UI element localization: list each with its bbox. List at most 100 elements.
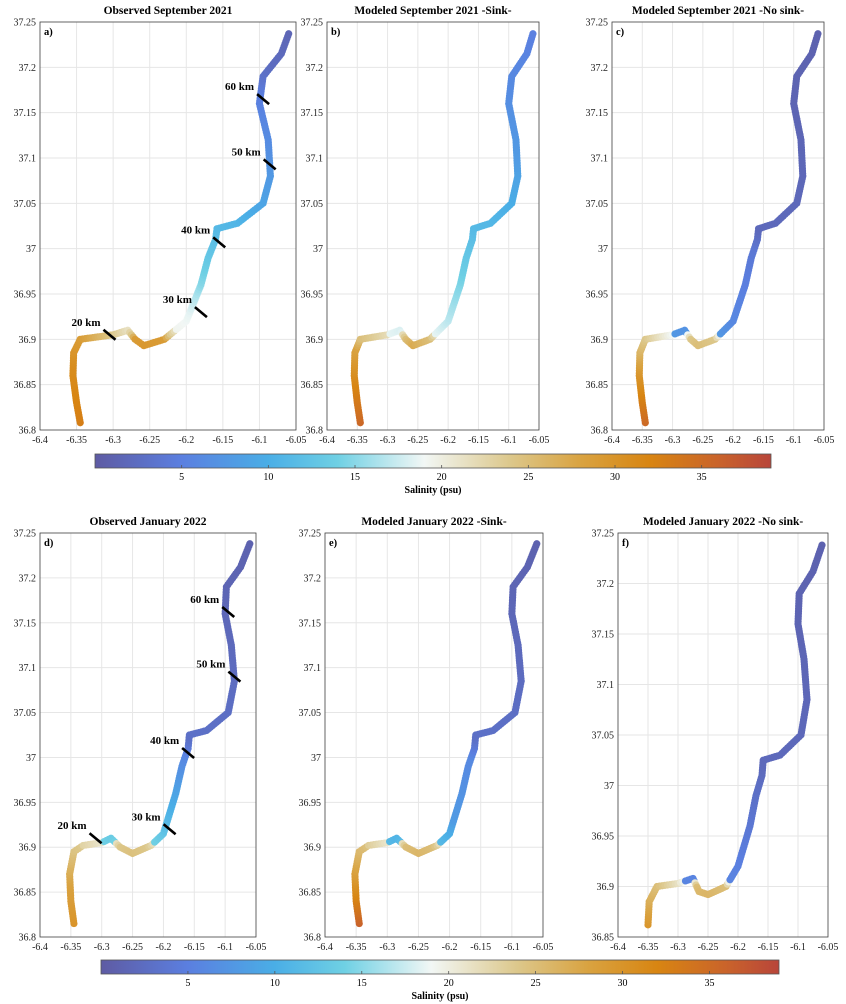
colorbar-tick-label: 10 <box>270 978 280 989</box>
panel-b: -6.4 -6.35 -6.3 -6.25 -6.2 -6.15 -6.1 -6.05 36.8… <box>301 5 550 446</box>
km-label: 30 km <box>132 811 161 823</box>
x-tick-label: -6.05 <box>246 942 267 953</box>
colorbar-tick-label: 30 <box>618 978 628 989</box>
km-label: 60 km <box>190 594 219 606</box>
y-tick-label: 37.2 <box>304 573 322 584</box>
y-tick-label: 36.8 <box>306 426 324 437</box>
colorbar-tick-label: 15 <box>350 472 360 483</box>
salinity-track <box>69 30 293 427</box>
y-tick-label: 37.2 <box>19 63 37 74</box>
y-tick-label: 37.1 <box>19 154 37 165</box>
x-tick-label: -6.1 <box>501 435 517 446</box>
x-tick-label: -6.4 <box>604 435 620 446</box>
panel-d: -6.4 -6.35 -6.3 -6.25 -6.2 -6.15 -6.1 -6.05 36.8… <box>14 516 267 953</box>
y-tick-label: 37.1 <box>591 154 609 165</box>
km-label: 40 km <box>150 735 179 747</box>
panel-letter: f) <box>622 538 629 549</box>
colorbar-tick-label: 35 <box>704 978 714 989</box>
y-tick-label: 36.8 <box>591 426 609 437</box>
salinity-track <box>644 541 826 929</box>
y-tick-label: 37.05 <box>592 731 615 742</box>
x-tick-label: -6.3 <box>380 435 396 446</box>
y-tick-label: 37.15 <box>299 618 322 629</box>
y-tick-label: 37.15 <box>301 108 324 119</box>
y-tick-label: 37.05 <box>14 199 37 210</box>
x-tick-label: -6.05 <box>529 435 550 446</box>
y-tick-label: 36.8 <box>19 933 37 944</box>
y-tick-label: 37.1 <box>304 663 322 674</box>
colorbar-gradient <box>100 959 780 975</box>
km-label: 20 km <box>58 820 87 832</box>
y-tick-label: 37.15 <box>14 108 37 119</box>
y-tick-label: 36.8 <box>304 933 322 944</box>
y-tick-label: 37.05 <box>299 708 322 719</box>
x-tick-label: -6.25 <box>698 942 719 953</box>
plot-frame <box>611 21 825 431</box>
x-tick-label: -6.05 <box>818 942 839 953</box>
y-tick-label: 37.1 <box>19 663 37 674</box>
x-tick-label: -6.4 <box>610 942 626 953</box>
km-label: 20 km <box>71 317 100 329</box>
colorbar-label: Salinity (psu) <box>412 991 469 1002</box>
y-tick-label: 37.25 <box>299 529 322 540</box>
y-tick-label: 36.8 <box>19 426 37 437</box>
y-tick-label: 36.9 <box>304 843 322 854</box>
km-marker <box>221 606 236 619</box>
km-marker <box>181 746 195 759</box>
colorbar-tick-label: 5 <box>185 978 190 989</box>
panel-title: Modeled September 2021 -No sink- <box>632 5 804 17</box>
x-tick-label: -6.35 <box>346 942 367 953</box>
panel-a: -6.4 -6.35 -6.3 -6.25 -6.2 -6.15 -6.1 -6.05 36.8… <box>14 5 307 446</box>
y-tick-label: 37.05 <box>586 199 609 210</box>
y-tick-label: 37.2 <box>591 63 609 74</box>
colorbar-tick-label: 30 <box>610 472 620 483</box>
km-label: 40 km <box>181 224 210 236</box>
colorbar-tick-label: 15 <box>357 978 367 989</box>
panel-c: -6.4 -6.35 -6.3 -6.25 -6.2 -6.15 -6.1 -6.05 36.8… <box>586 5 835 446</box>
km-marker <box>262 158 277 171</box>
x-tick-label: -6.35 <box>638 942 659 953</box>
plot-frame <box>39 532 257 938</box>
y-tick-label: 36.95 <box>299 798 322 809</box>
data-point <box>533 540 541 548</box>
plot-frame <box>39 21 297 431</box>
data-point <box>246 540 254 548</box>
colorbar-tick-label: 25 <box>523 472 533 483</box>
x-tick-label: -6.25 <box>139 435 160 446</box>
y-tick-label: 36.95 <box>592 832 615 843</box>
y-tick-label: 36.95 <box>301 290 324 301</box>
km-marker <box>194 306 208 319</box>
x-tick-label: -6.15 <box>753 435 774 446</box>
x-tick-label: -6.1 <box>790 942 806 953</box>
x-tick-label: -6.2 <box>442 942 458 953</box>
x-tick-label: -6.2 <box>156 942 172 953</box>
panel-title: Observed January 2022 <box>90 516 207 528</box>
y-tick-label: 36.85 <box>301 380 324 391</box>
x-tick-label: -6.15 <box>470 942 491 953</box>
y-tick-label: 37 <box>598 244 608 255</box>
y-tick-label: 37 <box>604 781 614 792</box>
y-tick-label: 37.15 <box>592 630 615 641</box>
panel-letter: b) <box>331 27 341 38</box>
x-tick-label: -6.05 <box>533 942 554 953</box>
plot-frame <box>324 532 544 938</box>
x-tick-label: -6.1 <box>786 435 802 446</box>
panel-letter: d) <box>44 538 54 549</box>
colorbar-tick-label: 5 <box>179 472 184 483</box>
x-tick-label: -6.15 <box>184 942 205 953</box>
x-tick-label: -6.3 <box>665 435 681 446</box>
x-tick-label: -6.25 <box>122 942 143 953</box>
y-tick-label: 37.25 <box>592 529 615 540</box>
y-tick-label: 37.1 <box>306 154 324 165</box>
y-tick-label: 36.9 <box>597 882 615 893</box>
x-tick-label: -6.15 <box>212 435 233 446</box>
y-tick-label: 37.15 <box>14 618 37 629</box>
y-tick-label: 37.25 <box>586 18 609 29</box>
km-marker <box>227 670 242 683</box>
x-tick-label: -6.4 <box>317 942 333 953</box>
x-tick-label: -6.2 <box>440 435 456 446</box>
panel-title: Modeled January 2022 -No sink- <box>643 516 804 528</box>
x-tick-label: -6.3 <box>379 942 395 953</box>
panel-e: -6.4 -6.35 -6.3 -6.25 -6.2 -6.15 -6.1 -6.05 36.8… <box>299 516 554 953</box>
y-tick-label: 37 <box>26 753 36 764</box>
